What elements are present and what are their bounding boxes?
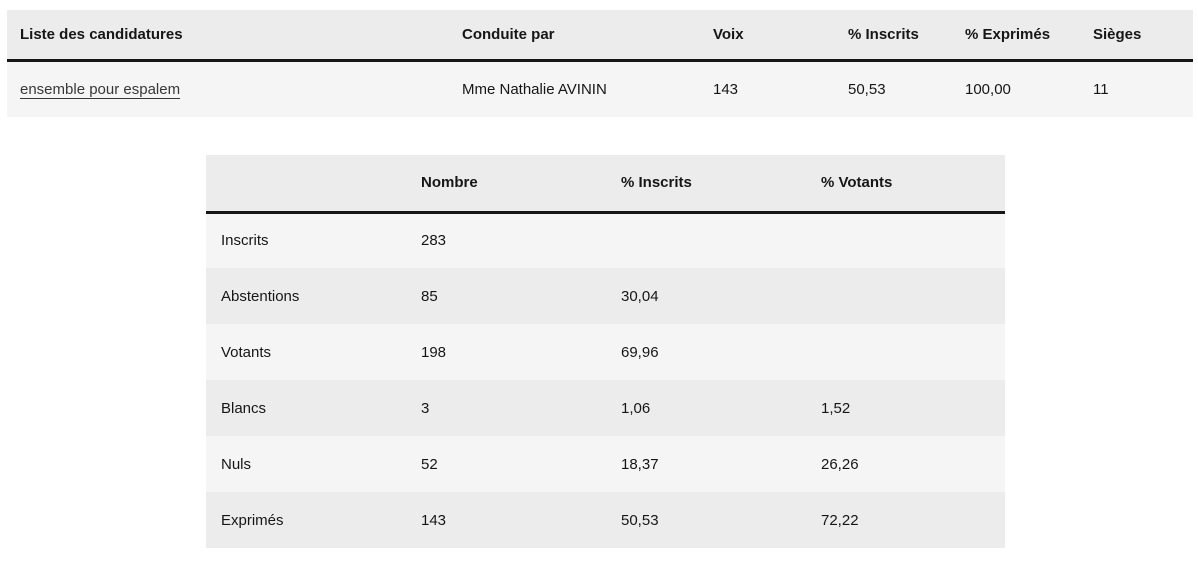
cell-pct-votants <box>806 212 1005 268</box>
cell-pct-votants: 1,52 <box>806 380 1005 436</box>
cell-pct-inscrits: 50,53 <box>835 60 952 117</box>
cell-pct-inscrits <box>606 212 806 268</box>
cell-pct-votants <box>806 268 1005 324</box>
col-header-sieges: Sièges <box>1080 10 1193 62</box>
candidatures-table: Liste des candidatures Conduite par Voix… <box>7 10 1193 117</box>
cell-pct-exprimes: 100,00 <box>952 60 1080 117</box>
cell-pct-inscrits: 1,06 <box>606 380 806 436</box>
participation-section: Nombre % Inscrits % Votants Inscrits 283… <box>206 155 1198 548</box>
col-header-empty <box>206 155 406 214</box>
participation-row-exprimes: Exprimés 143 50,53 72,22 <box>206 492 1005 548</box>
candidature-row: ensemble pour espalem Mme Nathalie AVINI… <box>7 60 1193 117</box>
participation-table-header: Nombre % Inscrits % Votants <box>206 155 1005 214</box>
col-header-voix: Voix <box>700 10 835 62</box>
cell-nombre: 143 <box>406 492 606 548</box>
col-header-liste-des-candidatures: Liste des candidatures <box>7 10 449 62</box>
cell-pct-votants <box>806 324 1005 380</box>
cell-voix: 143 <box>700 60 835 117</box>
cell-pct-inscrits: 30,04 <box>606 268 806 324</box>
row-label: Abstentions <box>206 268 406 324</box>
participation-row-inscrits: Inscrits 283 <box>206 212 1005 268</box>
cell-nombre: 198 <box>406 324 606 380</box>
header-row: Liste des candidatures Conduite par Voix… <box>7 10 1193 62</box>
cell-pct-inscrits: 18,37 <box>606 436 806 492</box>
row-label: Exprimés <box>206 492 406 548</box>
header-row: Nombre % Inscrits % Votants <box>206 155 1005 214</box>
participation-row-abstentions: Abstentions 85 30,04 <box>206 268 1005 324</box>
cell-conduite-par: Mme Nathalie AVININ <box>449 60 700 117</box>
row-label: Nuls <box>206 436 406 492</box>
row-label: Inscrits <box>206 212 406 268</box>
participation-row-votants: Votants 198 69,96 <box>206 324 1005 380</box>
candidatures-table-header: Liste des candidatures Conduite par Voix… <box>7 10 1193 62</box>
col-header-pct-inscrits: % Inscrits <box>835 10 952 62</box>
cell-nombre: 283 <box>406 212 606 268</box>
row-label: Blancs <box>206 380 406 436</box>
cell-nombre: 52 <box>406 436 606 492</box>
col-header-pct-votants: % Votants <box>806 155 1005 214</box>
col-header-nombre: Nombre <box>406 155 606 214</box>
col-header-pct-exprimes: % Exprimés <box>952 10 1080 62</box>
participation-row-nuls: Nuls 52 18,37 26,26 <box>206 436 1005 492</box>
participation-row-blancs: Blancs 3 1,06 1,52 <box>206 380 1005 436</box>
cell-pct-votants: 26,26 <box>806 436 1005 492</box>
cell-pct-inscrits: 50,53 <box>606 492 806 548</box>
cell-nombre: 85 <box>406 268 606 324</box>
cell-list-name: ensemble pour espalem <box>7 60 449 117</box>
col-header-conduite-par: Conduite par <box>449 10 700 62</box>
cell-pct-inscrits: 69,96 <box>606 324 806 380</box>
list-name-link[interactable]: ensemble pour espalem <box>20 80 181 98</box>
cell-pct-votants: 72,22 <box>806 492 1005 548</box>
cell-nombre: 3 <box>406 380 606 436</box>
row-label: Votants <box>206 324 406 380</box>
participation-table: Nombre % Inscrits % Votants Inscrits 283… <box>206 155 1005 548</box>
col-header-pct-inscrits: % Inscrits <box>606 155 806 214</box>
cell-sieges: 11 <box>1080 60 1193 117</box>
